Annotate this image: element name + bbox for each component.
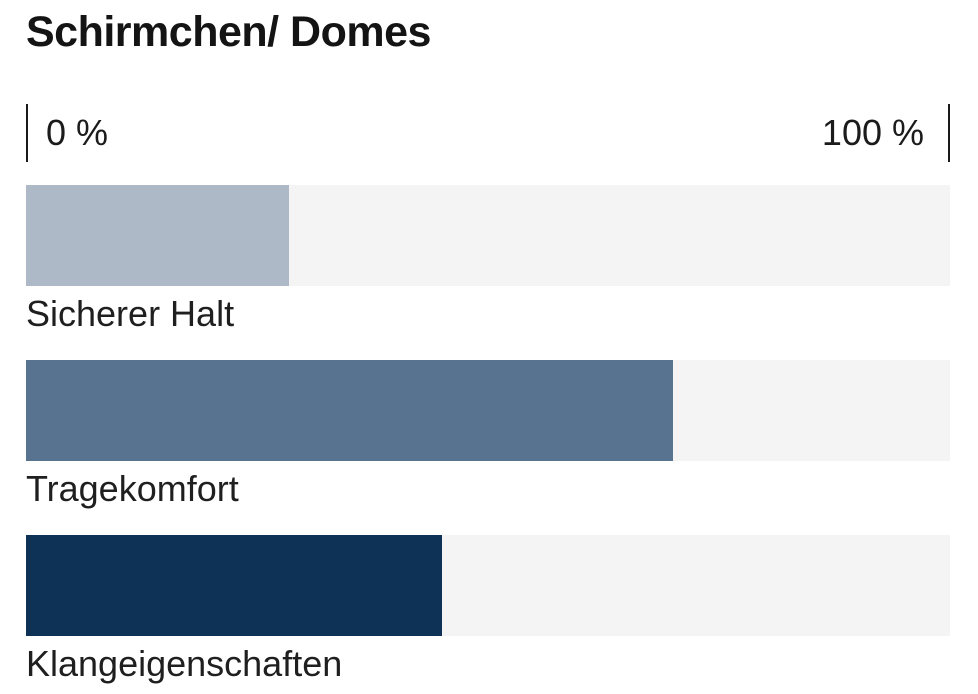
bar-row-sicherer-halt: Sicherer Halt [26, 185, 950, 337]
axis-label-100-percent: 100 % [821, 112, 924, 153]
bar-label-klangeigenschaften: Klangeigenschaften [26, 643, 343, 684]
bar-rows: Sicherer Halt Tragekomfort Klangeigensch… [26, 185, 950, 687]
bar-track [26, 360, 950, 461]
bar-fill-tragekomfort [26, 360, 673, 461]
bar-label-sicherer-halt: Sicherer Halt [26, 293, 235, 334]
bar-fill-sicherer-halt [26, 185, 290, 286]
bar-fill-klangeigenschaften [26, 535, 442, 636]
axis-tick-left [26, 104, 28, 162]
bar-row-klangeigenschaften: Klangeigenschaften [26, 535, 950, 687]
axis-label-0-percent: 0 % [46, 112, 109, 153]
bar-track [26, 185, 950, 286]
percentage-axis: 0 % 100 % [26, 103, 950, 163]
chart-title: Schirmchen/ Domes [26, 8, 431, 56]
bar-row-tragekomfort: Tragekomfort [26, 360, 950, 512]
axis-tick-right [948, 104, 950, 162]
bar-label-tragekomfort: Tragekomfort [26, 468, 239, 509]
bar-track [26, 535, 950, 636]
